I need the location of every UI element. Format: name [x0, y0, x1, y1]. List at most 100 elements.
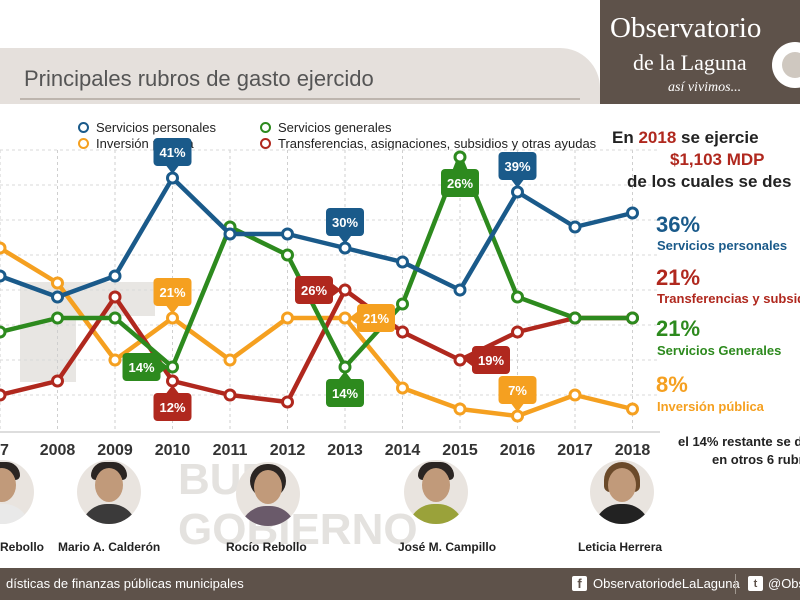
data-point-0-2017	[568, 220, 582, 234]
data-point-2-2014	[396, 381, 409, 395]
summary-line-3: de los cuales se des	[627, 172, 792, 191]
data-point-3-2015	[453, 353, 467, 367]
data-point-3-2016	[511, 325, 524, 339]
data-point-2-2017	[568, 388, 582, 402]
callout-pointer	[166, 166, 179, 174]
callout-label: 19%	[478, 353, 504, 368]
title-underline	[20, 98, 580, 100]
page-title: Principales rubros de gasto ejercido	[24, 66, 374, 91]
callout-layer: 41% 30% 39% 14% 14% 26% 21% 21% 7% 12% 26% 19%	[122, 138, 537, 421]
title-tab	[0, 48, 600, 104]
watermark-text: GOBIERNO	[178, 505, 418, 554]
data-point-2-2007	[0, 241, 7, 255]
callout-pointer	[333, 284, 341, 296]
callout-box	[326, 379, 364, 407]
data-point-0-2013	[338, 241, 352, 255]
data-point-3-2008	[51, 374, 64, 388]
callout-label: 21%	[363, 311, 389, 326]
callout-label: 21%	[159, 285, 185, 300]
mayor-name: Mario A. Calderón	[58, 540, 161, 554]
legend-label: Servicios generales	[278, 120, 392, 135]
legend-item-servicios-generales: Servicios generales	[260, 120, 391, 135]
facebook-link[interactable]: ObservatoriodeLaLaguna	[593, 576, 740, 591]
data-point-1-2010	[166, 360, 179, 374]
brand-tagline: así vivimos...	[668, 80, 742, 95]
data-point-2-2018	[626, 402, 639, 416]
callout-6: 21%	[153, 278, 192, 314]
callout-pointer	[511, 180, 524, 188]
callout-7: 21%	[349, 304, 395, 332]
x-tick-label: 2015	[442, 442, 478, 459]
callout-box	[357, 304, 395, 332]
summary-pct: 21%	[656, 265, 701, 290]
callout-2: 39%	[498, 152, 537, 188]
data-point-1-2015	[453, 150, 467, 164]
callout-pointer	[166, 306, 179, 314]
mayor-name: Rebollo	[0, 540, 44, 554]
summary-year: 2018	[638, 128, 677, 147]
callout-label: 14%	[332, 386, 358, 401]
x-tick-label: 2012	[270, 442, 306, 459]
series-line-3	[0, 287, 635, 405]
footer-bar	[0, 568, 800, 600]
legend-marker-icon	[78, 138, 89, 149]
x-axis-ticks: 07 2008 2009 2010 2011 2012 2013 2014 2015 2016 20…	[0, 442, 650, 459]
data-point-0-2008	[51, 290, 64, 304]
callout-pointer	[160, 361, 169, 373]
legend-marker-icon	[78, 122, 89, 133]
series-line-1	[0, 154, 635, 370]
callout-0: 41%	[153, 138, 192, 174]
callout-box	[153, 278, 192, 306]
data-point-0-2011	[223, 227, 237, 241]
callout-label: 12%	[159, 400, 185, 415]
callout-box	[326, 208, 364, 236]
data-point-1-2007	[0, 325, 7, 339]
callout-pointer	[454, 161, 466, 169]
callout-pointer	[511, 404, 524, 412]
callout-box	[295, 276, 333, 304]
x-tick-label: 2010	[155, 442, 191, 459]
twitter-link[interactable]: @Obse	[768, 576, 800, 591]
callout-4: 14%	[326, 371, 364, 407]
twitter-icon[interactable]: t	[748, 576, 763, 591]
brand-box	[600, 0, 800, 104]
data-point-0-2009	[108, 269, 122, 283]
data-point-1-2013	[338, 360, 352, 374]
callout-pointer	[339, 371, 351, 379]
callout-box	[472, 346, 510, 374]
data-point-0-2007	[0, 269, 7, 283]
data-point-0-2014	[396, 255, 409, 269]
x-tick-label: 2017	[557, 442, 593, 459]
x-tick-label: 07	[0, 442, 9, 459]
callout-box	[498, 152, 537, 180]
data-point-2-2013	[338, 311, 352, 325]
data-point-3-2010	[166, 374, 179, 388]
callout-box	[441, 169, 479, 197]
summary-pct: 21%	[656, 316, 701, 341]
x-tick-label: 2014	[385, 442, 421, 459]
x-tick-label: 2009	[97, 442, 133, 459]
data-point-3-2011	[223, 388, 237, 402]
mayor-portrait	[404, 460, 468, 524]
summary-category: Servicios personales	[657, 238, 788, 253]
data-point-1-2014	[396, 297, 409, 311]
data-point-1-2008	[51, 311, 64, 325]
callout-9: 12%	[153, 385, 192, 421]
callout-label: 7%	[508, 383, 527, 398]
series-layer	[0, 150, 639, 423]
facebook-icon[interactable]: f	[572, 576, 587, 591]
callout-3: 14%	[122, 353, 169, 381]
data-point-0-2016	[511, 185, 524, 199]
data-point-2-2015	[453, 402, 467, 416]
callout-label: 26%	[447, 176, 473, 191]
data-point-0-2012	[281, 227, 294, 241]
legend-item-servicios-personales: Servicios personales	[78, 120, 216, 135]
data-point-2-2012	[281, 311, 294, 325]
callout-label: 30%	[332, 215, 358, 230]
summary-category: Transferencias y subsidi	[657, 291, 800, 306]
callout-11: 19%	[464, 346, 510, 374]
legend-label: Transferencias, asignaciones, subsidios …	[278, 136, 597, 151]
data-point-1-2017	[568, 311, 582, 325]
brand-avatar	[772, 42, 800, 88]
data-point-0-2010	[166, 171, 179, 185]
